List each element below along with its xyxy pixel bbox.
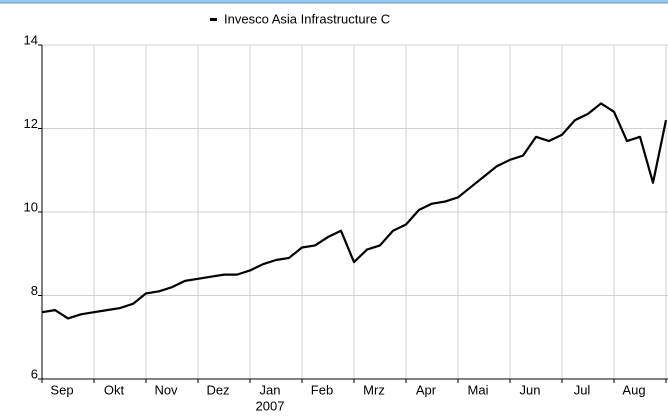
year-label: 2007: [256, 398, 285, 413]
x-tick-label: Mrz: [363, 382, 385, 397]
x-tick-label: Jul: [574, 382, 591, 397]
price-line: [41, 102, 668, 320]
legend-swatch: [210, 18, 217, 21]
x-tick-label: Apr: [416, 382, 437, 397]
y-tick-label: 6: [31, 366, 38, 381]
x-tick-label: Jan: [260, 382, 281, 397]
y-tick-label: 14: [24, 32, 38, 47]
y-tick-label: 12: [24, 116, 38, 131]
x-tick-label: Aug: [622, 382, 645, 397]
top-border: [0, 0, 668, 3]
x-tick-label: Sep: [50, 382, 73, 397]
x-tick-label: Nov: [154, 382, 178, 397]
legend-label: Invesco Asia Infrastructure C: [224, 11, 390, 26]
x-tick-label: Okt: [104, 382, 125, 397]
x-tick-label: Mai: [468, 382, 489, 397]
x-tick-label: Feb: [311, 382, 333, 397]
x-tick-label: Jun: [520, 382, 541, 397]
y-tick-label: 8: [31, 283, 38, 298]
x-tick-label: Dez: [206, 382, 229, 397]
y-tick-label: 10: [24, 199, 38, 214]
